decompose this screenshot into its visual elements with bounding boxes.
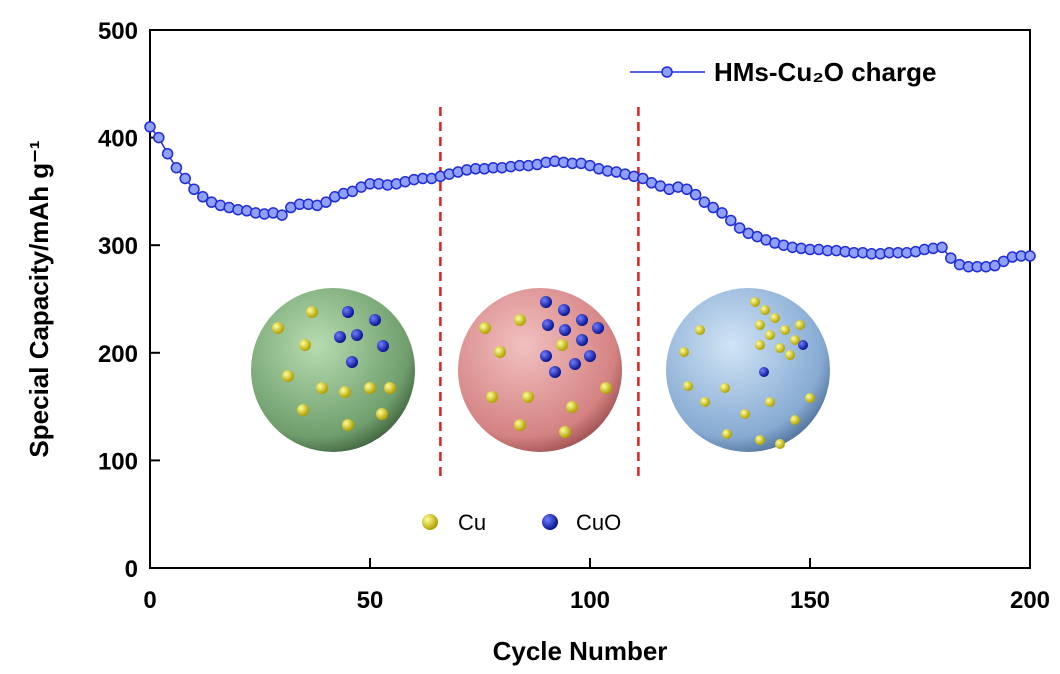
legend-label: HMs-Cu₂O charge [714,57,936,87]
data-point [154,133,164,143]
sphere [666,288,830,452]
x-tick-label: 100 [570,587,610,614]
data-point [180,173,190,183]
y-axis-label: Special Capacity/mAh g⁻¹ [24,140,54,457]
x-axis-label: Cycle Number [493,636,668,666]
data-point [145,122,155,132]
y-tick-label: 0 [125,556,138,583]
data-point [189,184,199,194]
x-tick-label: 50 [357,587,384,614]
data-point [163,149,173,159]
page: Cycle Number Special Capacity/mAh g⁻¹ 0 1… [0,0,1060,674]
legend-marker [662,67,672,77]
sphere-illustrations [251,288,830,452]
data-point [937,242,947,252]
data-point [946,253,956,263]
data-point [277,210,287,220]
y-tick-label: 200 [98,341,138,368]
sphere [251,288,415,452]
data-point [717,208,727,218]
chart: Cycle Number Special Capacity/mAh g⁻¹ 0 1… [0,0,1060,669]
y-tick-label: 300 [98,233,138,260]
data-point [171,163,181,173]
series-line [150,127,1030,267]
cu-legend-dot [422,514,438,530]
annotation: Cu [458,510,486,535]
annotation: CuO [576,510,621,535]
x-tick-label: 0 [143,587,156,614]
y-tick-label: 400 [98,126,138,153]
data-point [1025,251,1035,261]
x-tick-label: 200 [1010,587,1050,614]
plot-frame [150,30,1030,568]
x-tick-label: 150 [790,587,830,614]
sphere [458,288,622,452]
y-tick-label: 500 [98,18,138,45]
data-point [726,215,736,225]
data-point [691,190,701,200]
cuo-legend-dot [542,514,558,530]
y-tick-label: 100 [98,448,138,475]
